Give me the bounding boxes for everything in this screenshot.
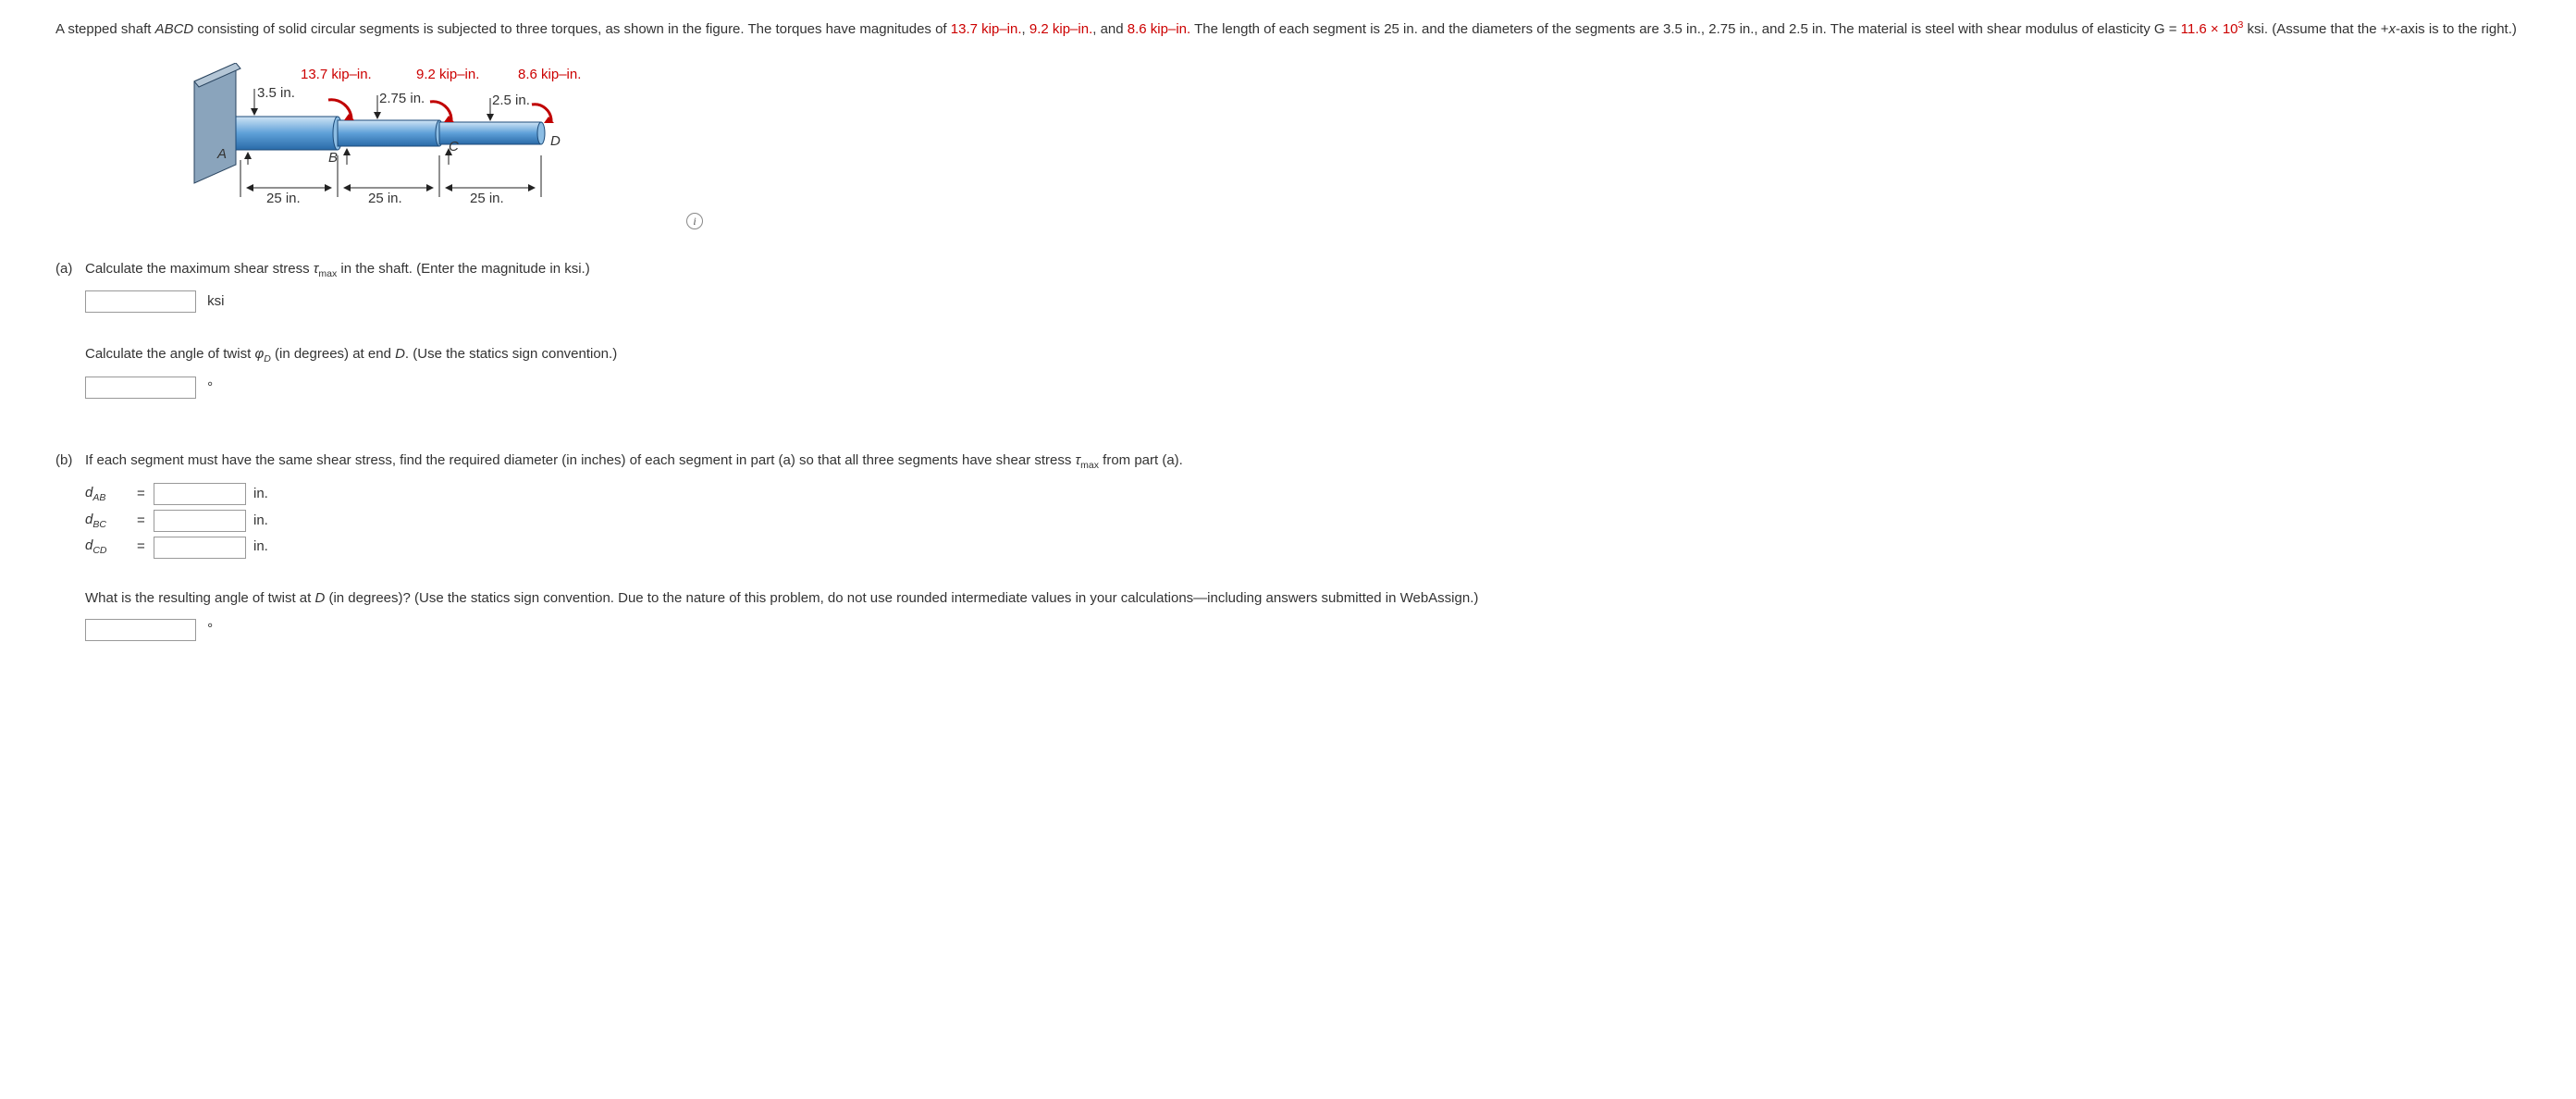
intro-text: A stepped shaft — [55, 21, 155, 37]
len3-label: 25 in. — [470, 189, 504, 210]
a-q1: Calculate the maximum shear stress τmax … — [85, 259, 2521, 282]
abcd: ABCD — [155, 21, 194, 37]
ptD-label: D — [550, 131, 561, 153]
intro-text: -axis is to the right.) — [2396, 21, 2517, 37]
ptC-label: C — [449, 137, 459, 158]
dCD-row: dCD = in. — [85, 536, 2521, 559]
b-q1: If each segment must have the same shear… — [85, 451, 2521, 474]
problem-intro: A stepped shaft ABCD consisting of solid… — [55, 19, 2521, 41]
unit-deg: ° — [207, 379, 213, 395]
torque3-label: 8.6 kip–in. — [518, 65, 581, 86]
ptA-label: A — [217, 144, 227, 166]
info-icon[interactable]: i — [686, 213, 703, 229]
torque1: 13.7 kip–in. — [951, 21, 1022, 37]
intro-text: The length of each segment is 25 in. and… — [1190, 21, 2180, 37]
dAB-row: dAB = in. — [85, 483, 2521, 506]
part-a: (a) Calculate the maximum shear stress τ… — [55, 259, 2521, 405]
dCD-input[interactable] — [154, 537, 246, 559]
part-b-label: (b) — [55, 451, 85, 647]
dBC-row: dBC = in. — [85, 510, 2521, 533]
g-value: 11.6 × 10 — [2181, 21, 2238, 37]
dBC-input[interactable] — [154, 510, 246, 532]
ptB-label: B — [328, 148, 338, 169]
intro-text: consisting of solid circular segments is… — [193, 21, 951, 37]
phi-d2-input[interactable] — [85, 619, 196, 641]
tau-max-input[interactable] — [85, 290, 196, 313]
a-q2: Calculate the angle of twist φD (in degr… — [85, 344, 2521, 367]
dia3-label: 2.5 in. — [492, 91, 530, 112]
torque1-label: 13.7 kip–in. — [301, 65, 372, 86]
unit-ksi: ksi — [207, 293, 224, 309]
dia1-label: 3.5 in. — [257, 83, 295, 105]
x-axis: x — [2389, 21, 2397, 37]
dia2-label: 2.75 in. — [379, 89, 425, 110]
part-b: (b) If each segment must have the same s… — [55, 451, 2521, 647]
dAB-input[interactable] — [154, 483, 246, 505]
torque2: 9.2 kip–in. — [1029, 21, 1092, 37]
intro-text: ksi. (Assume that the + — [2243, 21, 2388, 37]
torque3: 8.6 kip–in. — [1128, 21, 1190, 37]
len2-label: 25 in. — [368, 189, 402, 210]
b-q2: What is the resulting angle of twist at … — [85, 588, 2521, 610]
part-a-label: (a) — [55, 259, 85, 405]
phi-d-input[interactable] — [85, 377, 196, 399]
shaft-diagram: 13.7 kip–in. 9.2 kip–in. 8.6 kip–in. 3.5… — [185, 63, 666, 239]
len1-label: 25 in. — [266, 189, 301, 210]
torque2-label: 9.2 kip–in. — [416, 65, 479, 86]
